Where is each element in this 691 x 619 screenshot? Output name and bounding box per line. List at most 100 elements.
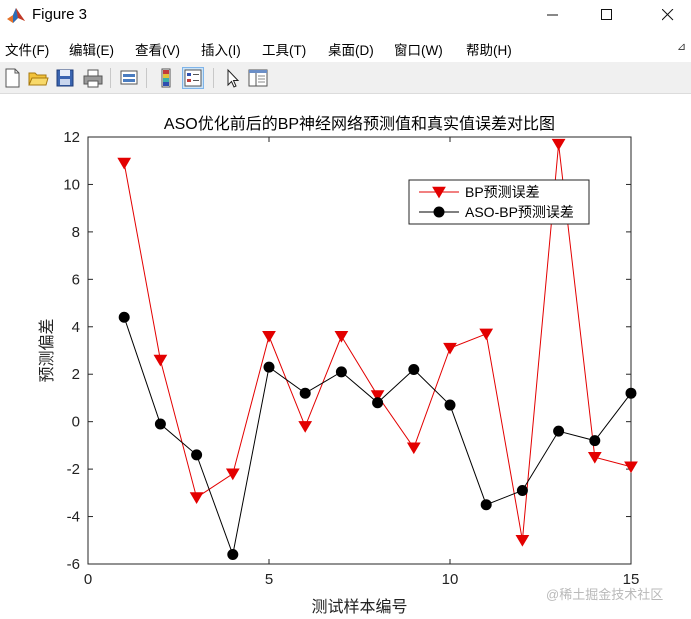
data-point bbox=[191, 449, 203, 461]
pin-icon[interactable]: ⊿ bbox=[677, 41, 687, 53]
y-tick-label: 12 bbox=[63, 129, 80, 146]
legend-label: BP预测误差 bbox=[465, 184, 540, 200]
menu-desktop[interactable]: 桌面(D) bbox=[328, 43, 374, 58]
data-point bbox=[551, 138, 566, 151]
data-point bbox=[225, 468, 240, 481]
data-point bbox=[479, 328, 494, 341]
pointer-button[interactable] bbox=[221, 67, 243, 89]
toolbar-separator bbox=[110, 68, 111, 88]
pointer-icon bbox=[227, 68, 240, 88]
open-file-button[interactable] bbox=[27, 67, 49, 89]
legend-icon bbox=[184, 69, 202, 87]
series-aso-bp bbox=[118, 311, 637, 561]
x-tick-label: 0 bbox=[84, 571, 92, 588]
toolbar-separator bbox=[213, 68, 214, 88]
x-axis-label: 测试样本编号 bbox=[311, 598, 407, 616]
data-point bbox=[516, 484, 528, 496]
data-point bbox=[335, 366, 347, 378]
data-point bbox=[227, 549, 239, 561]
y-tick-label: 8 bbox=[72, 224, 80, 241]
series-layer bbox=[117, 138, 638, 561]
x-tick-label: 15 bbox=[623, 571, 640, 588]
open-file-icon bbox=[28, 72, 49, 86]
data-point bbox=[372, 397, 384, 409]
data-point bbox=[553, 425, 565, 437]
close-button[interactable] bbox=[645, 0, 691, 30]
y-tick-label: 2 bbox=[72, 366, 80, 383]
legend-marker bbox=[432, 186, 446, 199]
data-point bbox=[299, 387, 311, 399]
series-bp bbox=[117, 138, 638, 547]
y-tick-label: -6 bbox=[67, 556, 80, 573]
print-icon bbox=[83, 69, 103, 88]
legend-marker bbox=[433, 206, 445, 218]
data-point bbox=[154, 418, 166, 430]
data-point bbox=[624, 461, 638, 474]
data-point bbox=[263, 361, 275, 373]
data-point bbox=[118, 311, 130, 323]
legend-button[interactable] bbox=[182, 67, 204, 89]
matlab-icon bbox=[7, 8, 25, 23]
data-point bbox=[444, 399, 456, 411]
y-tick-label: -4 bbox=[67, 509, 80, 526]
x-tick-label: 10 bbox=[442, 571, 459, 588]
axis-ticks: 0 5 10 15 -6 -4 -2 0 2 4 6 8 10 12 bbox=[63, 129, 639, 588]
data-point bbox=[370, 390, 385, 402]
data-point bbox=[480, 499, 492, 511]
menu-file[interactable]: 文件(F) bbox=[5, 43, 50, 58]
data-point bbox=[443, 342, 457, 355]
maximize-button[interactable] bbox=[584, 0, 630, 30]
property-editor-button[interactable] bbox=[247, 67, 269, 89]
y-axis-label: 预测偏差 bbox=[38, 318, 56, 382]
minimize-icon bbox=[547, 14, 558, 16]
y-tick-label: 0 bbox=[72, 414, 80, 431]
chart: ASO优化前后的BP神经网络预测值和真实值误差对比图 测试样本编号 预测偏差 0… bbox=[38, 114, 639, 616]
data-point bbox=[334, 330, 349, 343]
watermark: @稀土掘金技术社区 bbox=[546, 587, 664, 602]
print-button[interactable] bbox=[82, 67, 104, 89]
menu-insert[interactable]: 插入(I) bbox=[201, 43, 241, 58]
y-tick-label: -2 bbox=[67, 461, 80, 478]
link-plot-button[interactable] bbox=[118, 67, 140, 89]
menu-window[interactable]: 窗口(W) bbox=[394, 43, 443, 58]
data-point bbox=[408, 363, 420, 375]
data-point bbox=[189, 492, 204, 504]
menu-bar: 文件(F) 编辑(E) 查看(V) 插入(I) 工具(T) 桌面(D) 窗口(W… bbox=[0, 34, 691, 60]
data-point bbox=[589, 435, 601, 447]
save-button[interactable] bbox=[54, 67, 76, 89]
menu-view[interactable]: 查看(V) bbox=[135, 43, 180, 58]
menu-help[interactable]: 帮助(H) bbox=[466, 43, 512, 58]
colorbar-icon bbox=[161, 68, 171, 88]
chart-title: ASO优化前后的BP神经网络预测值和真实值误差对比图 bbox=[164, 114, 555, 133]
save-icon bbox=[56, 69, 74, 87]
new-figure-button[interactable] bbox=[2, 67, 24, 89]
maximize-icon bbox=[601, 9, 612, 20]
data-point bbox=[298, 421, 313, 433]
legend[interactable]: BP预测误差 ASO-BP预测误差 bbox=[408, 179, 590, 225]
figure-canvas: ASO优化前后的BP神经网络预测值和真实值误差对比图 测试样本编号 预测偏差 0… bbox=[0, 95, 691, 619]
y-tick-label: 6 bbox=[72, 271, 80, 288]
property-editor-icon bbox=[248, 69, 268, 87]
x-tick-label: 5 bbox=[265, 571, 273, 588]
legend-label: ASO-BP预测误差 bbox=[465, 204, 574, 220]
title-bar: Figure 3 bbox=[0, 0, 691, 32]
minimize-button[interactable] bbox=[530, 0, 576, 30]
data-point bbox=[587, 451, 602, 464]
window-title: Figure 3 bbox=[32, 6, 88, 23]
data-point bbox=[625, 387, 637, 399]
data-point bbox=[406, 442, 421, 455]
data-point bbox=[117, 157, 132, 170]
toolbar bbox=[0, 62, 691, 94]
menu-tools[interactable]: 工具(T) bbox=[262, 43, 307, 58]
data-point bbox=[515, 534, 530, 547]
new-figure-icon bbox=[5, 68, 20, 88]
link-plot-icon bbox=[120, 70, 138, 85]
colorbar-button[interactable] bbox=[155, 67, 177, 89]
y-tick-label: 10 bbox=[63, 176, 80, 193]
data-point bbox=[262, 330, 276, 343]
close-icon bbox=[662, 9, 674, 21]
y-tick-label: 4 bbox=[72, 319, 80, 336]
data-point bbox=[153, 354, 168, 367]
toolbar-separator bbox=[146, 68, 147, 88]
menu-edit[interactable]: 编辑(E) bbox=[69, 43, 114, 58]
